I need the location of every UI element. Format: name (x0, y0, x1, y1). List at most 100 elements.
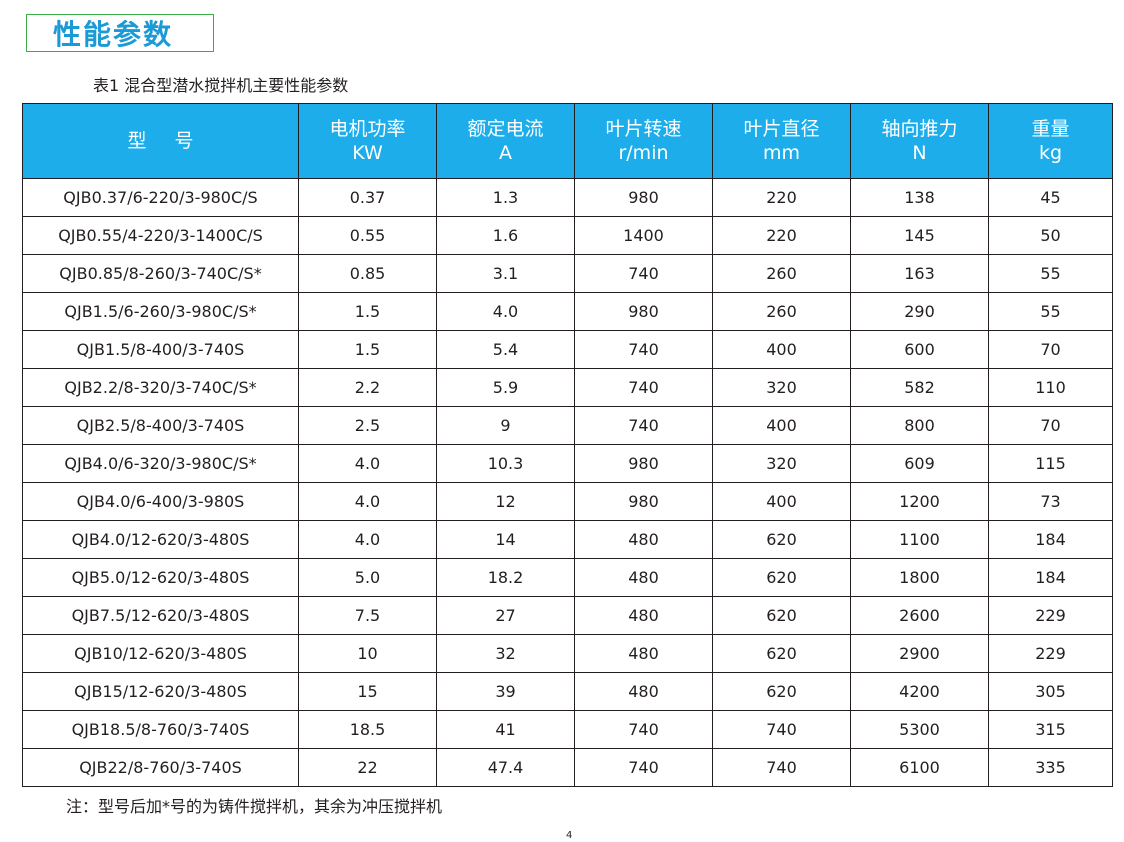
table-row: QJB15/12-620/3-480S 15 39 480 620 4200 305 (22, 672, 1113, 711)
cell-weight: 45 (988, 178, 1113, 217)
cell-thrust: 600 (850, 330, 989, 369)
cell-thrust: 163 (850, 254, 989, 293)
cell-weight: 229 (988, 596, 1113, 635)
table-header: 型号 电机功率 KW 额定电流 A 叶片转速 r/min 叶片直径 mm 轴向推… (22, 103, 1113, 179)
cell-diameter: 620 (712, 672, 851, 711)
cell-current: 39 (436, 672, 575, 711)
table-row: QJB10/12-620/3-480S 10 32 480 620 2900 229 (22, 634, 1113, 673)
cell-current: 10.3 (436, 444, 575, 483)
cell-model: QJB4.0/6-320/3-980C/S* (22, 444, 299, 483)
table-row: QJB0.85/8-260/3-740C/S* 0.85 3.1 740 260 163 5… (22, 254, 1113, 293)
cell-weight: 184 (988, 520, 1113, 559)
cell-speed: 480 (574, 520, 713, 559)
footnote: 注：型号后加*号的为铸件搅拌机，其余为冲压搅拌机 (66, 797, 443, 816)
cell-power: 10 (298, 634, 437, 673)
cell-power: 0.37 (298, 178, 437, 217)
cell-model: QJB0.85/8-260/3-740C/S* (22, 254, 299, 293)
cell-model: QJB1.5/8-400/3-740S (22, 330, 299, 369)
table-row: QJB0.37/6-220/3-980C/S 0.37 1.3 980 220 138 45 (22, 178, 1113, 217)
page-number: 4 (566, 830, 573, 841)
cell-speed: 980 (574, 482, 713, 521)
cell-power: 0.55 (298, 216, 437, 255)
cell-diameter: 320 (712, 368, 851, 407)
header-unit: r/min (618, 142, 669, 164)
cell-diameter: 260 (712, 254, 851, 293)
cell-model: QJB5.0/12-620/3-480S (22, 558, 299, 597)
cell-current: 5.4 (436, 330, 575, 369)
cell-current: 32 (436, 634, 575, 673)
table-body: QJB0.37/6-220/3-980C/S 0.37 1.3 980 220 138 45… (22, 178, 1113, 787)
cell-diameter: 620 (712, 634, 851, 673)
cell-weight: 229 (988, 634, 1113, 673)
cell-speed: 740 (574, 748, 713, 787)
cell-model: QJB2.5/8-400/3-740S (22, 406, 299, 445)
cell-weight: 55 (988, 254, 1113, 293)
cell-thrust: 1800 (850, 558, 989, 597)
cell-current: 47.4 (436, 748, 575, 787)
cell-power: 1.5 (298, 330, 437, 369)
cell-speed: 480 (574, 634, 713, 673)
cell-model: QJB18.5/8-760/3-740S (22, 710, 299, 749)
cell-diameter: 400 (712, 406, 851, 445)
cell-thrust: 609 (850, 444, 989, 483)
cell-thrust: 2900 (850, 634, 989, 673)
cell-model: QJB7.5/12-620/3-480S (22, 596, 299, 635)
cell-thrust: 138 (850, 178, 989, 217)
cell-thrust: 145 (850, 216, 989, 255)
cell-power: 4.0 (298, 482, 437, 521)
cell-speed: 480 (574, 596, 713, 635)
header-speed: 叶片转速 r/min (574, 103, 713, 179)
cell-diameter: 400 (712, 330, 851, 369)
cell-diameter: 260 (712, 292, 851, 331)
header-model: 型号 (22, 103, 299, 179)
cell-diameter: 220 (712, 178, 851, 217)
cell-thrust: 2600 (850, 596, 989, 635)
header-label: 轴向推力 (881, 118, 958, 140)
header-label: 型号 (127, 130, 222, 152)
header-unit: kg (1038, 142, 1063, 164)
cell-model: QJB10/12-620/3-480S (22, 634, 299, 673)
cell-speed: 480 (574, 672, 713, 711)
cell-diameter: 740 (712, 710, 851, 749)
header-power: 电机功率 KW (298, 103, 437, 179)
header-unit: KW (352, 142, 383, 164)
table-caption: 表1 混合型潜水搅拌机主要性能参数 (93, 76, 349, 95)
cell-weight: 70 (988, 330, 1113, 369)
cell-diameter: 320 (712, 444, 851, 483)
cell-speed: 980 (574, 178, 713, 217)
header-unit: mm (762, 142, 801, 164)
cell-weight: 70 (988, 406, 1113, 445)
cell-thrust: 582 (850, 368, 989, 407)
cell-current: 5.9 (436, 368, 575, 407)
cell-model: QJB4.0/12-620/3-480S (22, 520, 299, 559)
cell-weight: 73 (988, 482, 1113, 521)
cell-weight: 315 (988, 710, 1113, 749)
cell-current: 12 (436, 482, 575, 521)
cell-speed: 740 (574, 710, 713, 749)
table-row: QJB5.0/12-620/3-480S 5.0 18.2 480 620 1800 184 (22, 558, 1113, 597)
header-thrust: 轴向推力 N (850, 103, 989, 179)
header-label: 重量 (1031, 118, 1070, 140)
header-label: 叶片转速 (605, 118, 682, 140)
cell-diameter: 620 (712, 558, 851, 597)
cell-model: QJB2.2/8-320/3-740C/S* (22, 368, 299, 407)
cell-power: 2.2 (298, 368, 437, 407)
table-row: QJB1.5/6-260/3-980C/S* 1.5 4.0 980 260 290 55 (22, 292, 1113, 331)
header-unit: A (499, 142, 512, 164)
table-row: QJB0.55/4-220/3-1400C/S 0.55 1.6 1400 220 145… (22, 216, 1113, 255)
cell-speed: 740 (574, 406, 713, 445)
cell-thrust: 6100 (850, 748, 989, 787)
table-row: QJB1.5/8-400/3-740S 1.5 5.4 740 400 600 70 (22, 330, 1113, 369)
cell-speed: 980 (574, 292, 713, 331)
cell-diameter: 220 (712, 216, 851, 255)
table-row: QJB2.5/8-400/3-740S 2.5 9 740 400 800 70 (22, 406, 1113, 445)
cell-power: 0.85 (298, 254, 437, 293)
cell-power: 5.0 (298, 558, 437, 597)
header-current: 额定电流 A (436, 103, 575, 179)
cell-current: 41 (436, 710, 575, 749)
header-label: 叶片直径 (743, 118, 820, 140)
cell-power: 22 (298, 748, 437, 787)
cell-current: 18.2 (436, 558, 575, 597)
table-row: QJB7.5/12-620/3-480S 7.5 27 480 620 2600 229 (22, 596, 1113, 635)
cell-model: QJB15/12-620/3-480S (22, 672, 299, 711)
